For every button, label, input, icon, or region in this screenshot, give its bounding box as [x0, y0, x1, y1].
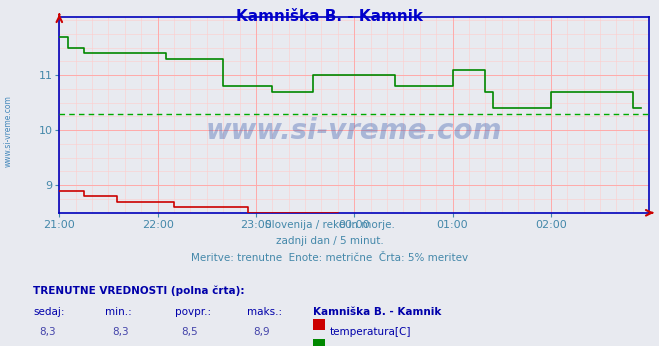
Text: 8,3: 8,3: [40, 327, 56, 337]
Text: temperatura[C]: temperatura[C]: [330, 327, 411, 337]
Text: Kamniška B. - Kamnik: Kamniška B. - Kamnik: [236, 9, 423, 24]
Text: www.si-vreme.com: www.si-vreme.com: [4, 95, 13, 167]
Text: Slovenija / reke in morje.: Slovenija / reke in morje.: [264, 220, 395, 230]
Text: 8,5: 8,5: [181, 327, 198, 337]
Text: sedaj:: sedaj:: [33, 307, 65, 317]
Text: www.si-vreme.com: www.si-vreme.com: [206, 117, 502, 145]
Text: Meritve: trenutne  Enote: metrične  Črta: 5% meritev: Meritve: trenutne Enote: metrične Črta: …: [191, 253, 468, 263]
Text: TRENUTNE VREDNOSTI (polna črta):: TRENUTNE VREDNOSTI (polna črta):: [33, 285, 244, 296]
Text: 8,3: 8,3: [112, 327, 129, 337]
Text: Kamniška B. - Kamnik: Kamniška B. - Kamnik: [313, 307, 442, 317]
Text: maks.:: maks.:: [247, 307, 282, 317]
Text: 8,9: 8,9: [254, 327, 270, 337]
Text: min.:: min.:: [105, 307, 132, 317]
Text: zadnji dan / 5 minut.: zadnji dan / 5 minut.: [275, 236, 384, 246]
Text: povpr.:: povpr.:: [175, 307, 211, 317]
